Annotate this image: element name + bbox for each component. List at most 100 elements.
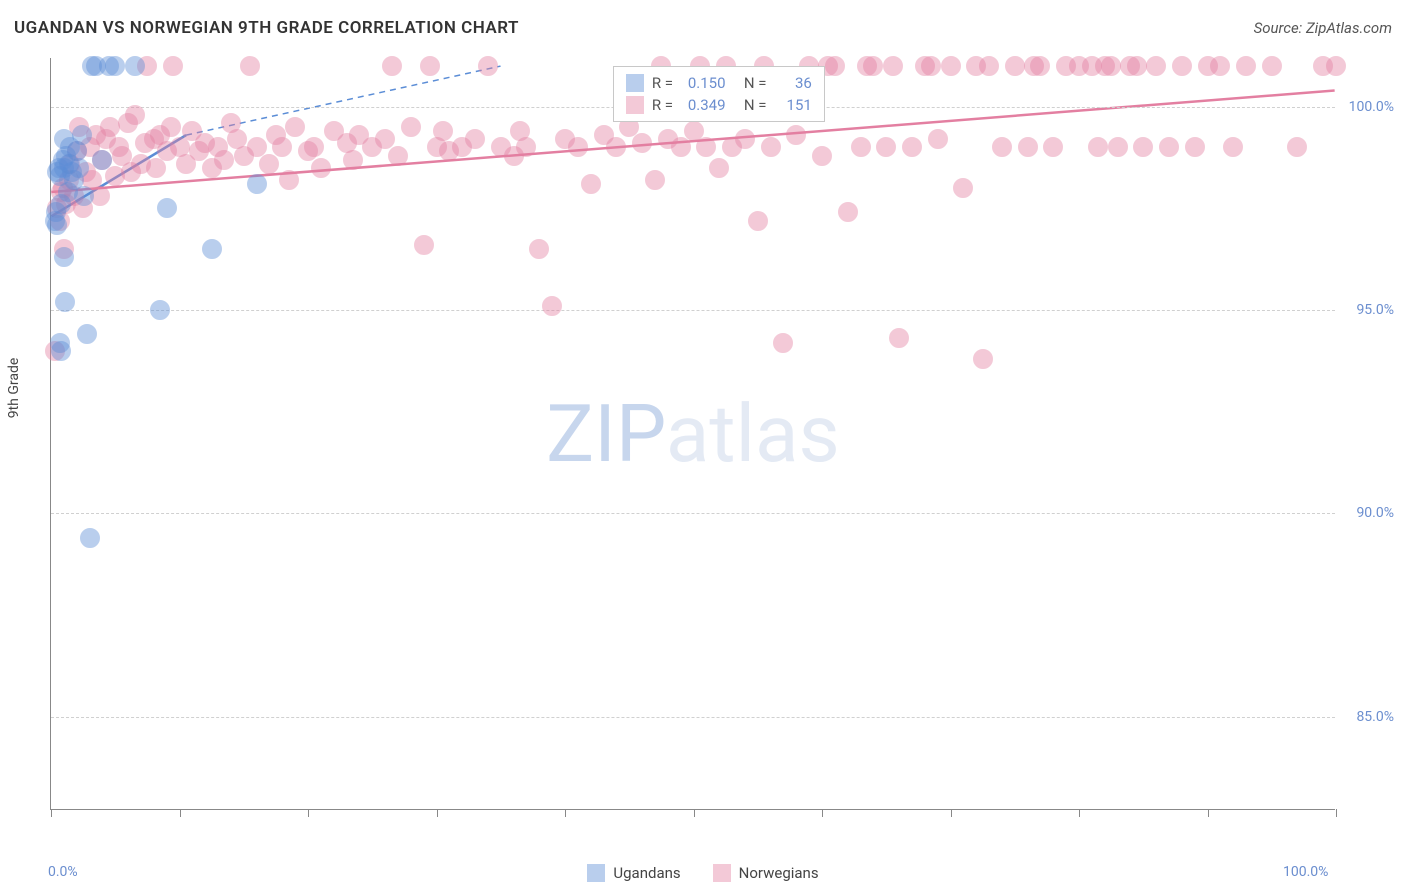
scatter-point: [343, 150, 363, 170]
scatter-point: [272, 137, 292, 157]
x-tick: [822, 809, 823, 817]
scatter-point: [285, 117, 305, 137]
scatter-point: [247, 174, 267, 194]
scatter-point: [516, 137, 536, 157]
stat-label-r: R =: [652, 74, 680, 92]
scatter-point: [47, 215, 67, 235]
stats-row: R =0.150N =36: [622, 72, 816, 94]
series-swatch: [626, 74, 644, 92]
scatter-point: [1030, 56, 1050, 76]
scatter-point: [568, 137, 588, 157]
scatter-point: [74, 186, 94, 206]
scatter-point: [382, 56, 402, 76]
scatter-point: [645, 170, 665, 190]
scatter-point: [202, 239, 222, 259]
legend-swatch: [713, 864, 731, 882]
scatter-point: [838, 202, 858, 222]
scatter-point: [55, 292, 75, 312]
scatter-point: [1146, 56, 1166, 76]
stat-value-n: 36: [780, 74, 812, 92]
scatter-point: [1108, 137, 1128, 157]
scatter-point: [465, 129, 485, 149]
scatter-point: [214, 150, 234, 170]
scatter-point: [851, 137, 871, 157]
scatter-point: [100, 117, 120, 137]
scatter-point: [632, 133, 652, 153]
stats-row: R = 0.349 N = 151: [622, 94, 816, 116]
x-tick: [180, 809, 181, 817]
scatter-point: [1043, 137, 1063, 157]
stat-value-r: 0.150: [688, 74, 736, 92]
scatter-point: [735, 129, 755, 149]
scatter-point: [150, 300, 170, 320]
grid-line: [51, 513, 1335, 514]
legend-label: Ugandans: [613, 864, 680, 882]
scatter-point: [420, 56, 440, 76]
scatter-point: [1236, 56, 1256, 76]
scatter-point: [581, 174, 601, 194]
scatter-point: [401, 117, 421, 137]
scatter-point: [883, 56, 903, 76]
scatter-point: [786, 125, 806, 145]
scatter-point: [311, 158, 331, 178]
scatter-point: [125, 105, 145, 125]
x-tick: [51, 809, 52, 817]
scatter-point: [69, 158, 89, 178]
scatter-point: [1185, 137, 1205, 157]
source-attribution: Source: ZipAtlas.com: [1254, 19, 1392, 37]
scatter-point: [259, 154, 279, 174]
scatter-point: [1127, 56, 1147, 76]
x-tick-label: 0.0%: [48, 864, 78, 880]
scatter-point: [1262, 56, 1282, 76]
x-tick: [1079, 809, 1080, 817]
scatter-point: [1018, 137, 1038, 157]
legend: Ugandans Norwegians: [0, 864, 1406, 882]
correlation-stats-box: R = 0.150 N = 36 R = 0.349 N = 151: [613, 66, 825, 122]
grid-line: [51, 717, 1335, 718]
scatter-point: [125, 56, 145, 76]
scatter-point: [388, 146, 408, 166]
legend-label: Norwegians: [739, 864, 819, 882]
scatter-point: [304, 137, 324, 157]
scatter-point: [902, 137, 922, 157]
scatter-point: [921, 56, 941, 76]
scatter-point: [1287, 137, 1307, 157]
scatter-point: [812, 146, 832, 166]
scatter-point: [761, 137, 781, 157]
scatter-point: [433, 121, 453, 141]
scatter-point: [1088, 137, 1108, 157]
legend-item: Norwegians: [713, 864, 819, 882]
scatter-point: [709, 158, 729, 178]
chart-title: UGANDAN VS NORWEGIAN 9TH GRADE CORRELATI…: [14, 18, 519, 38]
watermark: ZIPatlas: [546, 387, 840, 481]
stat-value-n: 151: [780, 96, 812, 114]
stat-label-r: R =: [652, 96, 680, 114]
scatter-point: [240, 56, 260, 76]
scatter-point: [1172, 56, 1192, 76]
scatter-point: [105, 56, 125, 76]
scatter-point: [1210, 56, 1230, 76]
x-tick-label: 100.0%: [1283, 864, 1328, 880]
scatter-point: [80, 528, 100, 548]
scatter-point: [1159, 137, 1179, 157]
scatter-point: [748, 211, 768, 231]
scatter-point: [876, 137, 896, 157]
scatter-point: [51, 341, 71, 361]
scatter-point: [72, 125, 92, 145]
stat-label-n: N =: [744, 96, 772, 114]
scatter-point: [973, 349, 993, 369]
scatter-point: [979, 56, 999, 76]
scatter-point: [161, 117, 181, 137]
y-tick-label: 90.0%: [1356, 505, 1394, 521]
scatter-point: [77, 324, 97, 344]
scatter-point: [863, 56, 883, 76]
scatter-point: [773, 333, 793, 353]
grid-line: [51, 310, 1335, 311]
stat-value-r: 0.349: [688, 96, 736, 114]
scatter-point: [953, 178, 973, 198]
scatter-point: [889, 328, 909, 348]
scatter-point: [928, 129, 948, 149]
trend-lines-layer: [51, 58, 1335, 809]
scatter-point: [157, 198, 177, 218]
scatter-point: [992, 137, 1012, 157]
